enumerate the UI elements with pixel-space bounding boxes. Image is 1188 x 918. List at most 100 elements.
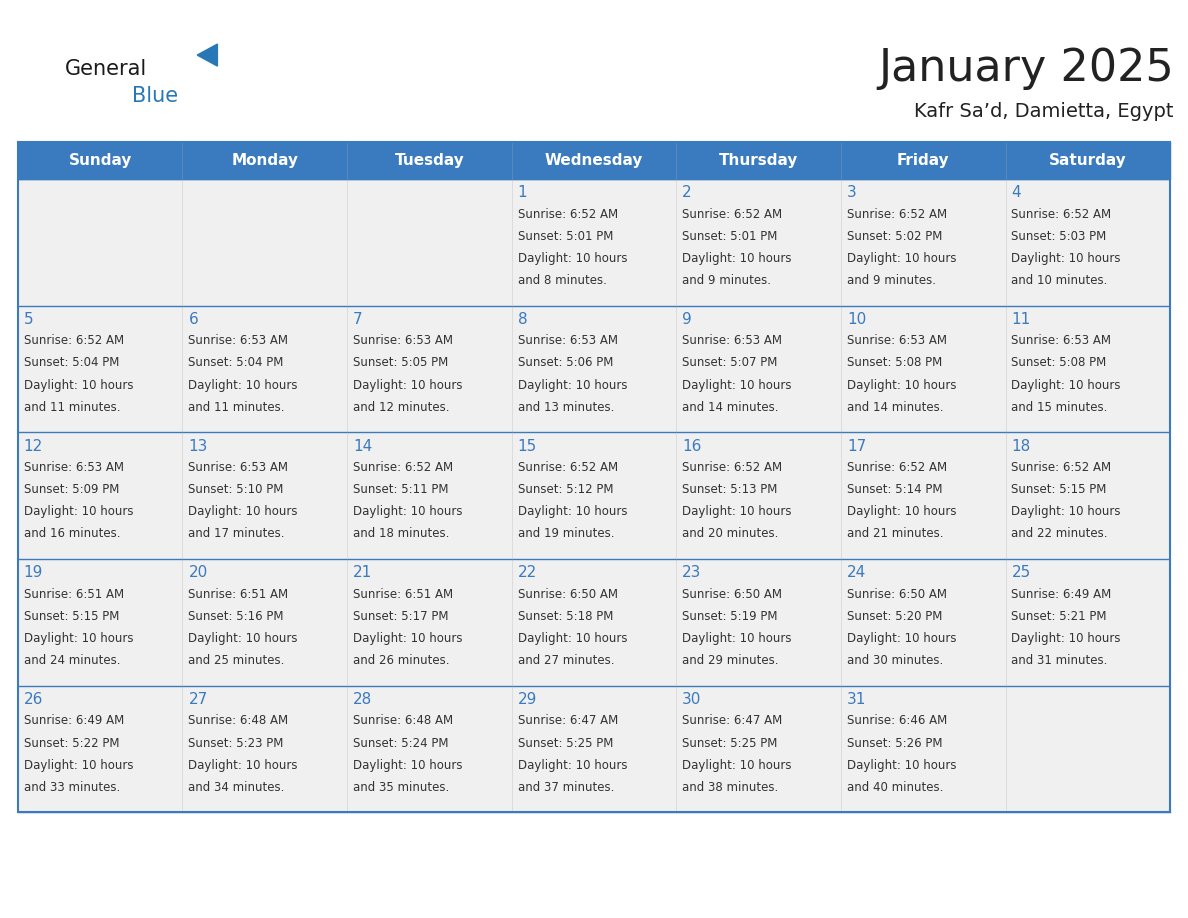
Text: 14: 14 [353, 439, 372, 453]
Text: Sunrise: 6:53 AM: Sunrise: 6:53 AM [1011, 334, 1112, 347]
Text: Tuesday: Tuesday [394, 153, 465, 168]
Text: Sunset: 5:01 PM: Sunset: 5:01 PM [518, 230, 613, 242]
Text: Sunrise: 6:52 AM: Sunrise: 6:52 AM [682, 207, 783, 220]
Text: 3: 3 [847, 185, 857, 200]
Text: Sunset: 5:03 PM: Sunset: 5:03 PM [1011, 230, 1107, 242]
Text: and 25 minutes.: and 25 minutes. [189, 655, 285, 667]
Text: Sunrise: 6:53 AM: Sunrise: 6:53 AM [189, 461, 289, 474]
Text: Sunset: 5:24 PM: Sunset: 5:24 PM [353, 736, 449, 749]
Text: Sunset: 5:09 PM: Sunset: 5:09 PM [24, 483, 119, 496]
Text: Friday: Friday [897, 153, 949, 168]
Text: Daylight: 10 hours: Daylight: 10 hours [24, 758, 133, 772]
Text: Daylight: 10 hours: Daylight: 10 hours [847, 378, 956, 392]
Text: 9: 9 [682, 312, 691, 327]
Text: Daylight: 10 hours: Daylight: 10 hours [353, 632, 462, 645]
Text: Daylight: 10 hours: Daylight: 10 hours [682, 505, 791, 519]
Bar [18, 142, 1170, 179]
Text: Sunrise: 6:53 AM: Sunrise: 6:53 AM [24, 461, 124, 474]
Text: 19: 19 [24, 565, 43, 580]
Text: Sunset: 5:11 PM: Sunset: 5:11 PM [353, 483, 449, 496]
Text: Daylight: 10 hours: Daylight: 10 hours [1011, 378, 1121, 392]
Text: Daylight: 10 hours: Daylight: 10 hours [682, 378, 791, 392]
Text: 18: 18 [1011, 439, 1031, 453]
Text: and 29 minutes.: and 29 minutes. [682, 655, 779, 667]
Text: Monday: Monday [232, 153, 298, 168]
Text: Daylight: 10 hours: Daylight: 10 hours [24, 378, 133, 392]
Text: Sunset: 5:16 PM: Sunset: 5:16 PM [189, 610, 284, 622]
Text: and 11 minutes.: and 11 minutes. [24, 401, 120, 414]
Text: and 9 minutes.: and 9 minutes. [682, 274, 771, 287]
Text: 15: 15 [518, 439, 537, 453]
Text: and 30 minutes.: and 30 minutes. [847, 655, 943, 667]
Text: Sunrise: 6:52 AM: Sunrise: 6:52 AM [1011, 207, 1112, 220]
Text: Sunrise: 6:50 AM: Sunrise: 6:50 AM [847, 588, 947, 600]
Bar [18, 432, 1170, 559]
Bar [18, 686, 1170, 812]
Text: Sunset: 5:25 PM: Sunset: 5:25 PM [682, 736, 778, 749]
Text: Daylight: 10 hours: Daylight: 10 hours [189, 505, 298, 519]
Text: and 14 minutes.: and 14 minutes. [682, 401, 779, 414]
Text: General: General [65, 59, 147, 79]
Text: 5: 5 [24, 312, 33, 327]
Text: Daylight: 10 hours: Daylight: 10 hours [518, 252, 627, 265]
Text: Sunrise: 6:47 AM: Sunrise: 6:47 AM [682, 714, 783, 727]
Text: Daylight: 10 hours: Daylight: 10 hours [518, 632, 627, 645]
Text: Daylight: 10 hours: Daylight: 10 hours [518, 505, 627, 519]
Text: Sunset: 5:02 PM: Sunset: 5:02 PM [847, 230, 942, 242]
Text: 21: 21 [353, 565, 372, 580]
Text: Sunrise: 6:51 AM: Sunrise: 6:51 AM [24, 588, 124, 600]
Bar [18, 179, 1170, 306]
Bar [18, 142, 1170, 812]
Text: and 24 minutes.: and 24 minutes. [24, 655, 120, 667]
Text: Sunrise: 6:53 AM: Sunrise: 6:53 AM [518, 334, 618, 347]
Text: Sunset: 5:17 PM: Sunset: 5:17 PM [353, 610, 449, 622]
Text: and 33 minutes.: and 33 minutes. [24, 781, 120, 794]
Text: Sunrise: 6:52 AM: Sunrise: 6:52 AM [847, 207, 947, 220]
Text: Daylight: 10 hours: Daylight: 10 hours [682, 252, 791, 265]
Text: Daylight: 10 hours: Daylight: 10 hours [24, 505, 133, 519]
Text: Sunrise: 6:48 AM: Sunrise: 6:48 AM [353, 714, 453, 727]
Text: and 17 minutes.: and 17 minutes. [189, 528, 285, 541]
Text: Sunset: 5:14 PM: Sunset: 5:14 PM [847, 483, 942, 496]
Text: and 27 minutes.: and 27 minutes. [518, 655, 614, 667]
Text: Sunrise: 6:47 AM: Sunrise: 6:47 AM [518, 714, 618, 727]
Bar [18, 559, 1170, 686]
Text: Sunset: 5:20 PM: Sunset: 5:20 PM [847, 610, 942, 622]
Text: 28: 28 [353, 692, 372, 707]
Bar [18, 306, 1170, 432]
Text: 13: 13 [189, 439, 208, 453]
Text: and 22 minutes.: and 22 minutes. [1011, 528, 1108, 541]
Text: Sunset: 5:26 PM: Sunset: 5:26 PM [847, 736, 942, 749]
Text: Daylight: 10 hours: Daylight: 10 hours [1011, 505, 1121, 519]
Text: Wednesday: Wednesday [545, 153, 643, 168]
Text: Sunrise: 6:50 AM: Sunrise: 6:50 AM [682, 588, 782, 600]
Text: Sunset: 5:23 PM: Sunset: 5:23 PM [189, 736, 284, 749]
Text: and 16 minutes.: and 16 minutes. [24, 528, 120, 541]
Text: and 26 minutes.: and 26 minutes. [353, 655, 449, 667]
Text: Daylight: 10 hours: Daylight: 10 hours [24, 632, 133, 645]
Text: Daylight: 10 hours: Daylight: 10 hours [682, 758, 791, 772]
Text: Sunset: 5:21 PM: Sunset: 5:21 PM [1011, 610, 1107, 622]
Text: and 21 minutes.: and 21 minutes. [847, 528, 943, 541]
Text: 26: 26 [24, 692, 43, 707]
Text: and 8 minutes.: and 8 minutes. [518, 274, 607, 287]
Text: Sunset: 5:06 PM: Sunset: 5:06 PM [518, 356, 613, 369]
Text: 17: 17 [847, 439, 866, 453]
Text: and 40 minutes.: and 40 minutes. [847, 781, 943, 794]
Text: and 10 minutes.: and 10 minutes. [1011, 274, 1108, 287]
Text: Daylight: 10 hours: Daylight: 10 hours [353, 378, 462, 392]
Text: and 19 minutes.: and 19 minutes. [518, 528, 614, 541]
Text: and 11 minutes.: and 11 minutes. [189, 401, 285, 414]
Text: 16: 16 [682, 439, 702, 453]
Text: and 35 minutes.: and 35 minutes. [353, 781, 449, 794]
Text: Daylight: 10 hours: Daylight: 10 hours [189, 758, 298, 772]
Text: Sunrise: 6:51 AM: Sunrise: 6:51 AM [189, 588, 289, 600]
Text: Sunrise: 6:52 AM: Sunrise: 6:52 AM [24, 334, 124, 347]
Text: Sunrise: 6:49 AM: Sunrise: 6:49 AM [1011, 588, 1112, 600]
Text: 10: 10 [847, 312, 866, 327]
Text: Sunrise: 6:53 AM: Sunrise: 6:53 AM [847, 334, 947, 347]
Text: Daylight: 10 hours: Daylight: 10 hours [518, 378, 627, 392]
Text: Thursday: Thursday [719, 153, 798, 168]
Text: 31: 31 [847, 692, 866, 707]
Text: and 13 minutes.: and 13 minutes. [518, 401, 614, 414]
